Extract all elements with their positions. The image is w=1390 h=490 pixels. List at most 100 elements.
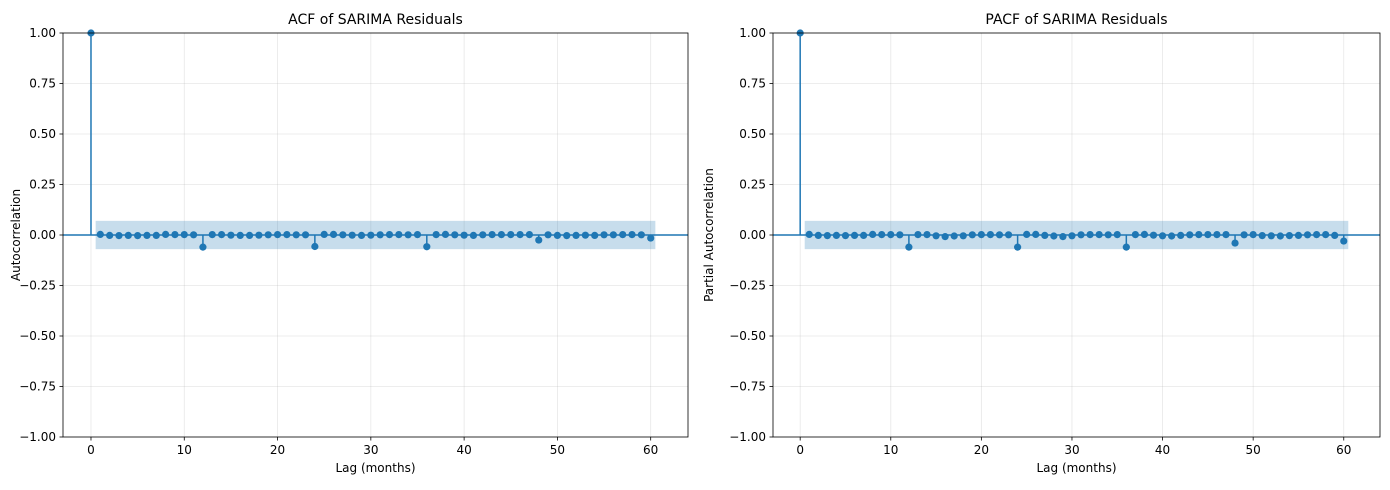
pacf-point — [1294, 231, 1303, 240]
acf-point — [395, 230, 403, 239]
pacf-ytick-label: 0.50 — [739, 127, 766, 141]
acf-point — [283, 230, 291, 239]
pacf-point — [814, 231, 822, 240]
acf-point — [339, 231, 347, 239]
pacf-xtick-label: 20 — [974, 443, 989, 457]
acf-point — [264, 231, 272, 239]
acf-point — [647, 234, 655, 242]
pacf-point — [959, 232, 967, 240]
pacf-point — [986, 230, 995, 239]
acf-point — [376, 231, 384, 239]
acf-point — [255, 231, 263, 239]
pacf-point — [905, 243, 913, 251]
pacf-xtick-label: 40 — [1155, 443, 1170, 457]
acf-point — [106, 231, 114, 240]
acf-point — [544, 231, 552, 239]
pacf-xlabel: Lag (months) — [1036, 461, 1116, 475]
pacf-point — [1240, 231, 1248, 239]
pacf-point — [923, 230, 931, 239]
acf-point — [563, 232, 571, 240]
acf-xtick-label: 40 — [456, 443, 471, 457]
pacf-point — [805, 230, 813, 238]
acf-ylabel: Autocorrelation — [9, 189, 23, 281]
pacf-point — [1177, 231, 1185, 240]
acf-point — [171, 230, 179, 239]
pacf-point — [1104, 231, 1112, 239]
acf-point — [479, 231, 487, 239]
pacf-ytick-label: 0.75 — [739, 77, 766, 91]
pacf-point — [1023, 230, 1031, 238]
acf-point — [469, 231, 478, 240]
acf-point — [199, 243, 207, 251]
pacf-point — [1050, 232, 1058, 240]
pacf-point — [1331, 231, 1339, 240]
acf-point — [637, 231, 645, 239]
acf-point — [451, 231, 459, 239]
pacf-point — [1168, 232, 1176, 240]
pacf-point — [869, 230, 877, 238]
acf-point — [320, 230, 328, 238]
acf-point — [329, 230, 338, 238]
acf-xtick-label: 20 — [270, 443, 285, 457]
acf-xlabel: Lag (months) — [335, 461, 415, 475]
acf-point — [581, 231, 589, 239]
acf-point — [413, 230, 422, 239]
pacf-point — [1276, 232, 1284, 240]
acf-point — [162, 230, 170, 238]
pacf-point — [932, 232, 940, 240]
acf-ytick-label: −0.50 — [19, 329, 56, 343]
acf-point — [441, 230, 450, 238]
pacf-point — [1086, 230, 1094, 239]
acf-point — [357, 231, 366, 240]
pacf-point — [1195, 230, 1203, 239]
pacf-point — [1158, 232, 1167, 240]
acf-point — [152, 231, 160, 240]
pacf-panel: 0 10 20 30 40 50 60 −1.00 −0.75 −0.50 −0.25 0.00 0.2… — [702, 12, 1381, 475]
pacf-point — [832, 231, 841, 240]
pacf-xtick-label: 10 — [883, 443, 898, 457]
acf-ytick-label: −0.75 — [19, 380, 56, 394]
acf-point — [292, 231, 300, 239]
pacf-ytick-label: −1.00 — [729, 430, 766, 444]
pacf-xtick-label: 0 — [796, 443, 804, 457]
acf-point — [115, 232, 123, 240]
acf-point — [217, 230, 226, 239]
acf-point — [124, 231, 132, 240]
acf-point — [609, 231, 617, 239]
pacf-xtick-label: 50 — [1246, 443, 1261, 457]
pacf-point — [1122, 243, 1130, 251]
acf-point — [134, 232, 142, 240]
acf-ytick-label: 0.75 — [29, 77, 56, 91]
pacf-point — [859, 231, 868, 240]
pacf-point — [1004, 231, 1013, 239]
acf-point — [553, 231, 562, 240]
pacf-xtick-label: 60 — [1336, 443, 1351, 457]
pacf-point — [1249, 230, 1257, 239]
acf-ytick-label: 0.50 — [29, 127, 56, 141]
acf-point — [385, 230, 394, 239]
pacf-point — [1059, 233, 1067, 241]
pacf-ytick-label: −0.75 — [729, 380, 766, 394]
acf-xtick-label: 10 — [177, 443, 192, 457]
pacf-ylabel: Partial Autocorrelation — [702, 168, 716, 302]
acf-xtick-label: 50 — [550, 443, 565, 457]
pacf-point — [914, 230, 922, 239]
acf-point — [619, 230, 627, 239]
acf-point — [516, 230, 524, 239]
acf-xtick-label: 30 — [363, 443, 378, 457]
pacf-point — [941, 233, 949, 241]
pacf-point — [1258, 232, 1266, 240]
acf-point — [628, 230, 636, 239]
pacf-point — [1322, 230, 1330, 239]
pacf-point — [896, 231, 904, 239]
acf-point — [227, 231, 235, 239]
pacf-point — [977, 230, 985, 239]
acf-xtick-label: 0 — [87, 443, 95, 457]
acf-point — [460, 231, 468, 239]
acf-point — [180, 230, 188, 239]
pacf-point — [1312, 230, 1321, 239]
pacf-point — [1095, 230, 1103, 239]
pacf-point — [1140, 230, 1149, 238]
pacf-point — [950, 232, 958, 240]
acf-point — [507, 230, 515, 239]
